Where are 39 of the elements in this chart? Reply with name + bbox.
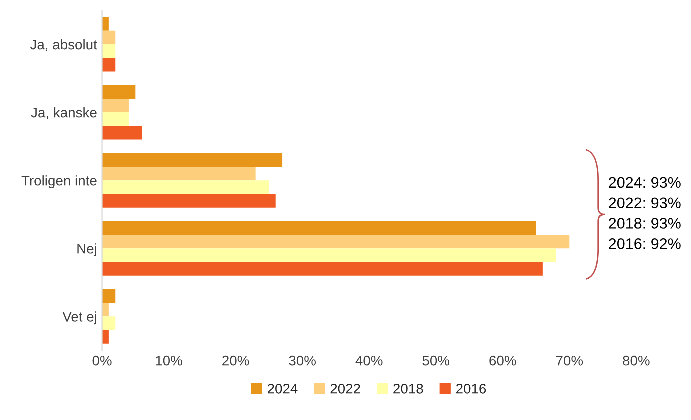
annotation: 2018: 93% [609,218,681,229]
bar [102,316,116,330]
x-tick-label: 80% [623,356,650,366]
x-tick-label: 70% [556,356,584,366]
annotation: 2024: 93% [609,177,681,188]
x-tick-label: 60% [490,356,516,366]
x-tick-label: 0% [92,356,112,366]
bar [102,248,556,262]
bar [102,235,570,249]
bar [102,126,142,140]
y-tick-label: Ja, kanske [31,108,97,120]
bar [102,58,116,72]
annotation: 2016: 92% [609,238,681,250]
y-tick-label: Vet ej [62,312,96,325]
legend-label: 2016 [456,384,486,394]
bar [102,85,136,99]
legend-label: 2018 [394,384,424,394]
bar [102,44,116,58]
x-tick-label: 20% [222,356,250,366]
x-tick-label: 30% [289,356,316,366]
bar [102,180,270,194]
bar [102,153,283,167]
bar [102,289,116,304]
bar [102,221,536,236]
bar [102,262,543,276]
bar [102,194,276,208]
y-tick-label: Troligen inte [22,176,97,189]
y-tick-label: Ja, absolut [30,39,98,52]
legend-label: 2024 [268,384,298,394]
x-tick-label: 40% [356,356,383,366]
x-tick-label: 50% [422,356,450,366]
y-tick-label: Nej [78,244,96,257]
annotation: 2022: 93% [609,198,681,209]
bar [102,98,129,113]
x-tick-label: 10% [156,356,182,366]
legend-label: 2022 [330,384,360,394]
bar [102,166,256,181]
bar [102,30,116,45]
bar [102,112,129,126]
